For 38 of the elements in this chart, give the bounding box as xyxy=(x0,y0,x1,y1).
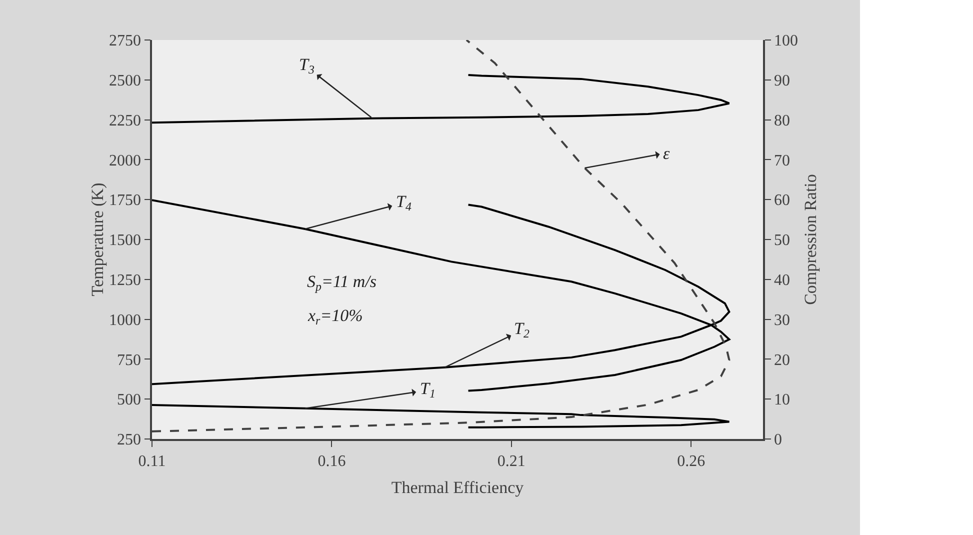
line-series xyxy=(152,74,730,124)
annotation: T$_{3}$ xyxy=(299,55,314,77)
y-tick-label: 2500 xyxy=(109,72,142,90)
y-tick-label: 1000 xyxy=(109,312,142,329)
y2-axis-title: Compression Ratio xyxy=(801,174,820,305)
x-tick-label: 0.16 xyxy=(318,452,346,470)
y2-tick-label: 60 xyxy=(774,192,790,210)
x-tick-label: 0.11 xyxy=(138,452,166,470)
y-tick-label: 500 xyxy=(117,392,142,409)
y-tick-label: 1250 xyxy=(109,272,142,289)
y-tick-label: 2250 xyxy=(109,112,142,130)
x-axis-title: Thermal Efficiency xyxy=(391,478,524,497)
annotation: x$_{r}$=10% xyxy=(307,306,363,328)
x-tick-label: 0.21 xyxy=(497,452,526,470)
y-tick-label: 250 xyxy=(117,432,142,449)
y2-tick-label: 40 xyxy=(774,272,790,289)
y2-tick-label: 80 xyxy=(774,112,790,130)
line-series xyxy=(152,404,730,428)
y2-tick-label: 30 xyxy=(774,312,790,329)
y2-tick-label: 50 xyxy=(774,232,790,250)
y-tick-label: 1750 xyxy=(109,192,142,210)
y-axis-title: Temperature (K) xyxy=(88,182,108,296)
y2-tick-label: 90 xyxy=(774,72,790,90)
x-tick-label: 0.26 xyxy=(677,452,706,470)
y-tick-label: 750 xyxy=(117,352,142,369)
y2-tick-label: 100 xyxy=(774,32,798,50)
y2-tick-label: 0 xyxy=(774,432,782,449)
annotation: S$_{p}$=11 m/s xyxy=(307,272,377,294)
y-tick-label: 1500 xyxy=(109,232,142,250)
annotation: ε xyxy=(663,144,670,163)
annotation: T$_{2}$ xyxy=(514,319,530,341)
y-tick-label: 2000 xyxy=(109,152,142,170)
annotation: T$_{4}$ xyxy=(396,192,412,214)
annotation: T$_{1}$ xyxy=(420,379,436,401)
y2-tick-label: 20 xyxy=(774,352,790,369)
y2-tick-label: 10 xyxy=(774,392,790,409)
y-tick-label: 2750 xyxy=(109,32,142,50)
y2-tick-label: 70 xyxy=(774,152,790,170)
